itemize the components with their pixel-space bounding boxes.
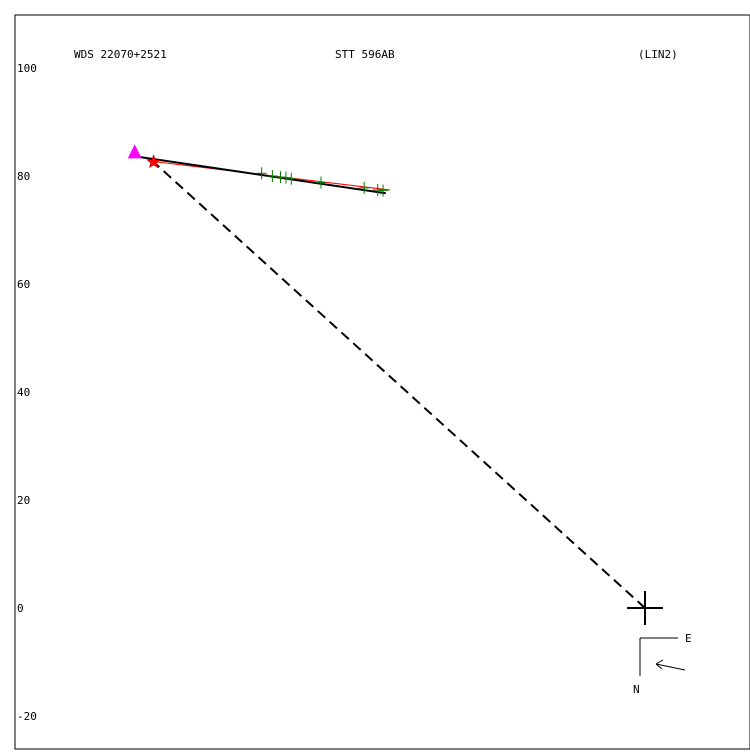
orientation-axes xyxy=(639,637,678,676)
separation-line xyxy=(152,161,646,609)
y-tick-label: -20 xyxy=(17,710,37,723)
observation-point xyxy=(286,172,297,185)
y-tick-label: 80 xyxy=(17,170,30,183)
y-tick-label: 20 xyxy=(17,494,30,507)
y-tick-label: 0 xyxy=(17,602,24,615)
observation-point xyxy=(256,167,267,180)
observation-point xyxy=(316,176,326,189)
observation-point xyxy=(378,184,389,197)
observation-point xyxy=(372,184,383,197)
y-axis-tick-labels: 100 80 60 40 20 0 -20 xyxy=(17,62,37,723)
primary-star-cross xyxy=(627,591,663,625)
fitted-orbit-line xyxy=(129,154,386,195)
observation-point xyxy=(267,170,278,182)
chart-title-orbit-code: (LIN2) xyxy=(638,48,678,61)
east-label: E xyxy=(685,632,692,645)
observation-point xyxy=(359,181,370,194)
first-measure-triangle xyxy=(127,144,142,159)
observation-point xyxy=(280,171,291,184)
north-label: N xyxy=(633,683,640,696)
plot-frame xyxy=(14,14,750,750)
y-tick-label: 100 xyxy=(17,62,37,75)
orientation-indicator: E N xyxy=(633,632,692,696)
plot-marks xyxy=(127,144,663,625)
observation-point xyxy=(275,171,286,184)
y-tick-label: 40 xyxy=(17,386,30,399)
current-position-star xyxy=(146,154,161,169)
y-tick-label: 60 xyxy=(17,278,30,291)
motion-direction-arrow xyxy=(655,659,686,671)
chart-title-wds: WDS 22070+2521 xyxy=(74,48,167,61)
chart-title-designation: STT 596AB xyxy=(335,48,395,61)
